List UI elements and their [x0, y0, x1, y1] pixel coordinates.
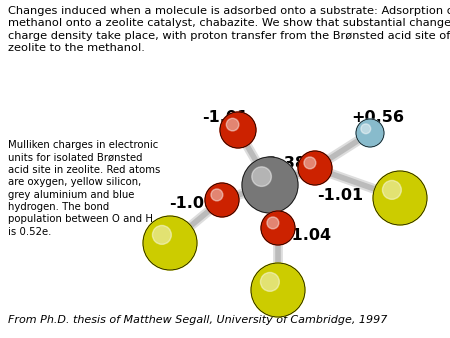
Circle shape	[304, 157, 316, 169]
Circle shape	[298, 151, 332, 185]
Text: -1.08: -1.08	[169, 195, 215, 211]
Circle shape	[261, 211, 295, 245]
Circle shape	[205, 183, 239, 217]
Circle shape	[252, 167, 271, 186]
Circle shape	[226, 118, 239, 131]
Circle shape	[251, 263, 305, 317]
Text: -1.04: -1.04	[285, 227, 331, 242]
Circle shape	[382, 180, 401, 199]
Text: -1.01: -1.01	[317, 188, 363, 202]
Circle shape	[373, 171, 427, 225]
Text: +2.38: +2.38	[253, 155, 306, 170]
Text: Mulliken charges in electronic
units for isolated Brønsted
acid site in zeolite.: Mulliken charges in electronic units for…	[8, 140, 160, 237]
Circle shape	[242, 157, 298, 213]
Text: Changes induced when a molecule is adsorbed onto a substrate: Adsorption of
meth: Changes induced when a molecule is adsor…	[8, 6, 450, 53]
Circle shape	[356, 119, 384, 147]
Circle shape	[267, 217, 279, 229]
Circle shape	[361, 124, 371, 134]
Text: -1.01: -1.01	[202, 111, 248, 125]
Circle shape	[220, 112, 256, 148]
Circle shape	[143, 216, 197, 270]
Circle shape	[211, 189, 223, 201]
Text: From Ph.D. thesis of Matthew Segall, University of Cambridge, 1997: From Ph.D. thesis of Matthew Segall, Uni…	[8, 315, 387, 325]
Text: +0.56: +0.56	[351, 111, 405, 125]
Circle shape	[261, 272, 279, 291]
Circle shape	[153, 225, 171, 244]
